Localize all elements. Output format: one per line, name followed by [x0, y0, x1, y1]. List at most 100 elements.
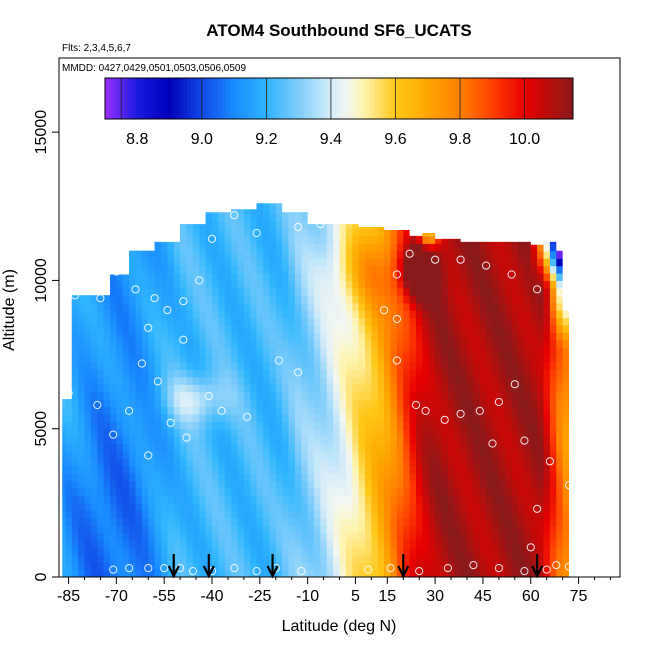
- heatmap-cell: [371, 280, 379, 289]
- colorbar-swatch: [319, 78, 324, 119]
- heatmap-cell: [486, 569, 494, 577]
- heatmap-cell: [263, 354, 270, 363]
- heatmap-cell: [473, 295, 481, 304]
- heatmap-cell: [467, 369, 474, 378]
- heatmap-cell: [339, 443, 347, 452]
- heatmap-cell: [294, 510, 302, 519]
- heatmap-cell: [460, 436, 468, 445]
- heatmap-cell: [148, 362, 156, 370]
- heatmap-cell: [492, 376, 500, 385]
- heatmap-cell: [396, 547, 404, 556]
- heatmap-cell: [154, 258, 162, 267]
- heatmap-cell: [129, 213, 137, 222]
- heatmap-cell: [396, 451, 404, 459]
- heatmap-cell: [186, 310, 194, 319]
- heatmap-cell: [167, 273, 175, 281]
- heatmap-cell: [358, 332, 366, 341]
- heatmap-cell: [110, 480, 117, 489]
- heatmap-cell: [135, 421, 143, 430]
- heatmap-cell: [345, 317, 353, 326]
- heatmap-cell: [345, 332, 353, 341]
- heatmap-cell: [307, 451, 315, 459]
- heatmap-cell: [224, 517, 232, 526]
- heatmap-cell: [173, 206, 181, 215]
- heatmap-cell: [358, 525, 366, 534]
- heatmap-cell: [543, 473, 551, 482]
- flight-arrow: [266, 554, 279, 579]
- heatmap-cell: [294, 221, 302, 230]
- heatmap-cell: [141, 384, 149, 393]
- heatmap-cell: [549, 250, 557, 259]
- heatmap-cell: [275, 384, 283, 393]
- heatmap-cell: [422, 354, 430, 363]
- heatmap-cell: [192, 473, 200, 482]
- heatmap-cell: [371, 265, 379, 274]
- heatmap-cell: [263, 488, 270, 496]
- heatmap-cell: [231, 473, 239, 482]
- heatmap-cell: [345, 406, 353, 415]
- heatmap-cell: [422, 517, 430, 526]
- heatmap-cell: [167, 436, 175, 445]
- heatmap-cell: [141, 332, 149, 341]
- heatmap-cell: [365, 258, 372, 267]
- heatmap-cell: [549, 243, 557, 252]
- heatmap-cell: [224, 458, 232, 467]
- heatmap-cell: [352, 413, 360, 422]
- heatmap-cell: [326, 569, 334, 577]
- heatmap-cell: [454, 324, 462, 333]
- heatmap-cell: [154, 332, 162, 341]
- heatmap-cell: [486, 443, 494, 452]
- heatmap-cell: [110, 287, 117, 296]
- heatmap-cell: [212, 525, 219, 534]
- heatmap-cell: [524, 391, 532, 400]
- heatmap-cell: [307, 332, 315, 341]
- heatmap-cell: [231, 295, 239, 304]
- heatmap-cell: [173, 369, 181, 378]
- heatmap-cell: [518, 192, 525, 200]
- heatmap-cell: [148, 243, 156, 252]
- heatmap-cell: [428, 332, 436, 341]
- heatmap-cell: [154, 554, 162, 563]
- heatmap-cell: [141, 287, 149, 296]
- heatmap-cell: [511, 406, 519, 415]
- heatmap-cell: [173, 406, 181, 415]
- heatmap-cell: [435, 280, 443, 289]
- heatmap-cell: [256, 369, 264, 378]
- heatmap-cell: [511, 310, 519, 319]
- heatmap-cell: [180, 310, 188, 319]
- heatmap-cell: [141, 295, 149, 304]
- heatmap-cell: [556, 465, 564, 474]
- heatmap-cell: [186, 443, 194, 452]
- observation-point: [195, 276, 204, 285]
- heatmap-cell: [78, 384, 86, 393]
- heatmap-cell: [556, 421, 564, 430]
- heatmap-cell: [358, 443, 366, 452]
- heatmap-cell: [416, 354, 423, 363]
- heatmap-cell: [345, 569, 353, 577]
- heatmap-cell: [486, 413, 494, 422]
- heatmap-cell: [530, 228, 538, 237]
- heatmap-cell: [416, 235, 423, 244]
- heatmap-cell: [498, 406, 506, 415]
- heatmap-cell: [543, 480, 551, 489]
- heatmap-cell: [435, 421, 443, 430]
- heatmap-cell: [167, 324, 175, 333]
- heatmap-cell: [186, 473, 194, 482]
- heatmap-cell: [537, 473, 545, 482]
- heatmap-cell: [205, 517, 213, 526]
- heatmap-cell: [135, 280, 143, 289]
- heatmap-cell: [562, 376, 569, 385]
- heatmap-cell: [479, 525, 487, 534]
- heatmap-cell: [250, 539, 258, 548]
- heatmap-cell: [511, 562, 519, 571]
- heatmap-cell: [192, 339, 200, 348]
- heatmap-cell: [97, 532, 105, 541]
- heatmap-cell: [390, 399, 398, 408]
- heatmap-cell: [435, 324, 443, 333]
- heatmap-cell: [454, 562, 462, 571]
- heatmap-cell: [161, 421, 168, 430]
- heatmap-cell: [390, 413, 398, 422]
- heatmap-cell: [339, 265, 347, 274]
- heatmap-cell: [161, 228, 168, 237]
- heatmap-cell: [403, 465, 411, 474]
